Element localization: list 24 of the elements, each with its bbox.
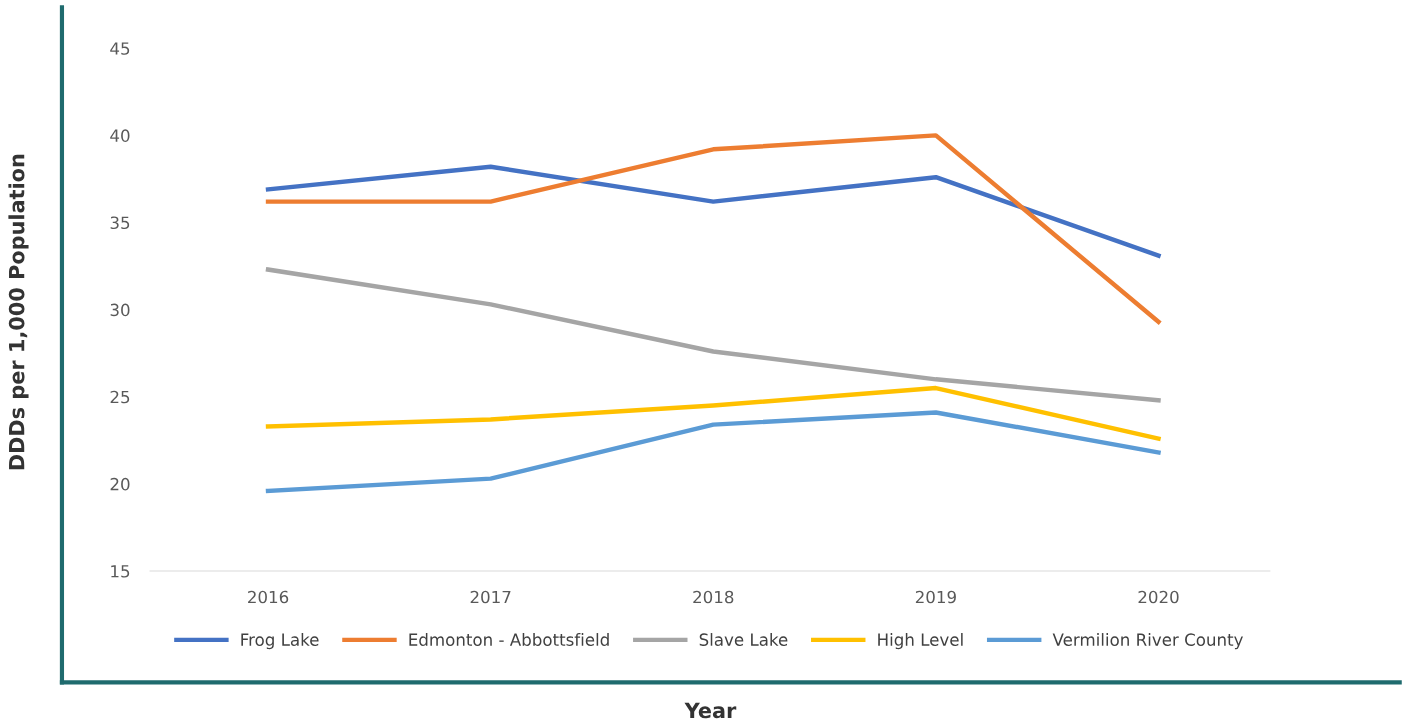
line-series bbox=[265, 410, 1161, 494]
legend-label: Vermilion River County bbox=[1052, 633, 1243, 650]
y-tick-label: 45 bbox=[110, 42, 130, 55]
legend-label: Edmonton - Abbottsfield bbox=[409, 633, 609, 646]
x-axis-title: Year bbox=[684, 702, 737, 719]
y-tick-label: 20 bbox=[110, 477, 130, 491]
y-tick-label: 40 bbox=[110, 129, 130, 142]
x-tick-label: 2016 bbox=[248, 590, 289, 604]
legend-label: High Level bbox=[878, 633, 963, 650]
line-series bbox=[265, 267, 1161, 403]
y-tick-label: 35 bbox=[110, 216, 130, 230]
x-tick-label: 2020 bbox=[1138, 590, 1179, 604]
y-tick-label: 30 bbox=[110, 303, 130, 317]
line-series bbox=[265, 133, 1161, 325]
legend-label: Frog Lake bbox=[241, 633, 319, 650]
x-tick-label: 2019 bbox=[915, 590, 956, 604]
y-axis-title: DDDs per 1,000 Population bbox=[8, 154, 29, 470]
x-tick-label: 2018 bbox=[693, 590, 734, 604]
line-series bbox=[265, 385, 1161, 441]
y-tick-label: 15 bbox=[111, 565, 130, 578]
legend-label: Slave Lake bbox=[699, 633, 788, 646]
y-tick-label: 25 bbox=[110, 390, 130, 404]
x-tick-label: 2017 bbox=[470, 590, 511, 604]
line-series bbox=[265, 164, 1161, 258]
